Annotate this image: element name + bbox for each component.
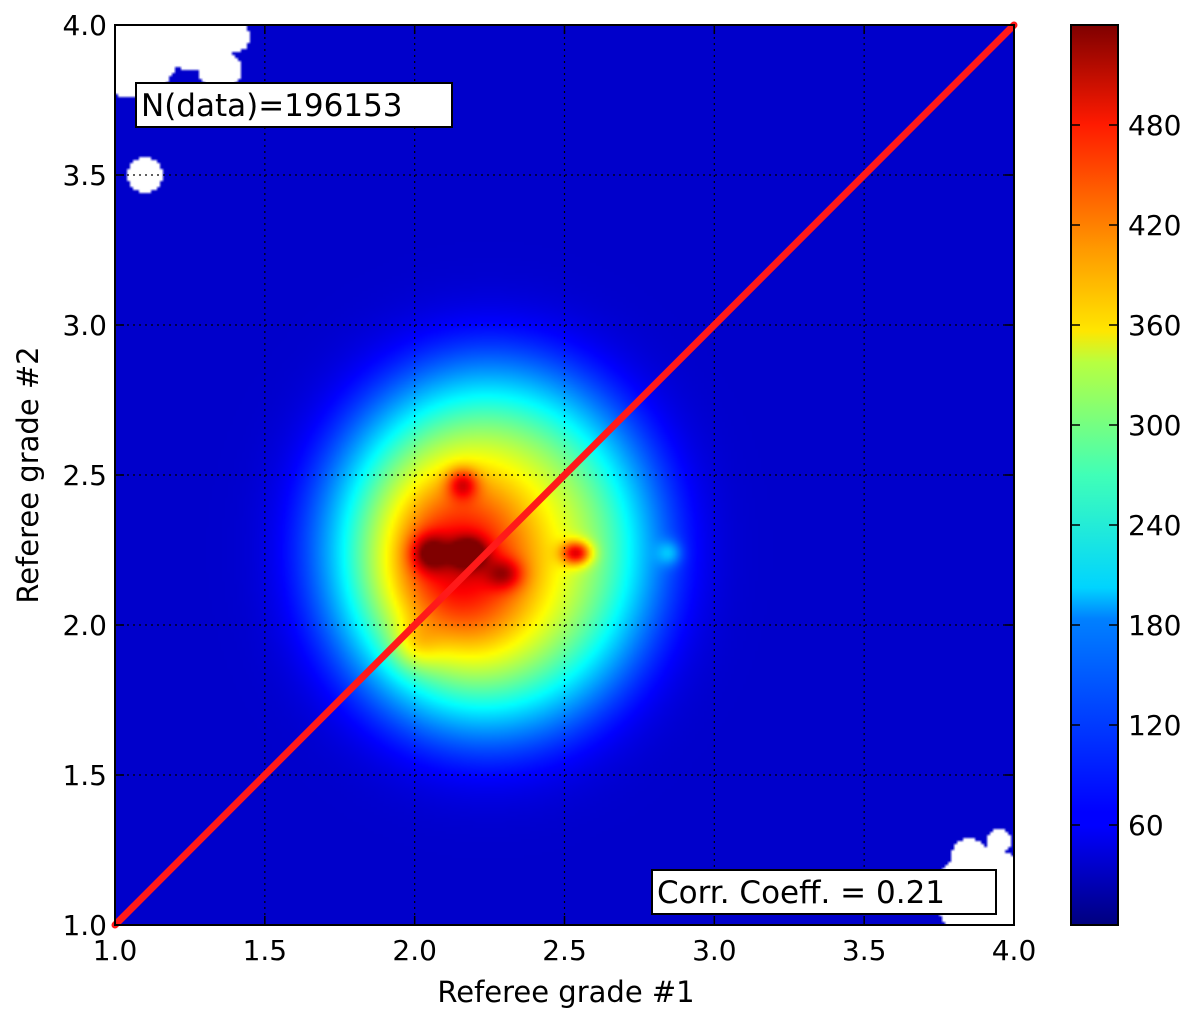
- n-data-annotation: N(data)=196153: [135, 82, 453, 128]
- n-data-box: [135, 82, 453, 128]
- n-data-text: N(data)=196153: [141, 88, 403, 124]
- colorbar-tick-label: 180: [1128, 609, 1181, 642]
- x-tick-label: 2.5: [542, 934, 587, 967]
- y-tick-label: 2.5: [62, 459, 107, 492]
- colorbar-tick-label: 300: [1128, 409, 1181, 442]
- colorbar-tick-label: 120: [1128, 709, 1181, 742]
- colorbar-tick-label: 480: [1128, 109, 1181, 142]
- corr-coeff-annotation: Corr. Coeff. = 0.21: [651, 869, 997, 915]
- y-tick-label: 1.0: [62, 909, 107, 942]
- colorbar-tick-label: 420: [1128, 209, 1181, 242]
- x-axis-label: Referee grade #1: [437, 975, 694, 1009]
- y-tick-label: 3.0: [62, 309, 107, 342]
- x-tick-label: 1.0: [93, 934, 138, 967]
- x-axis-ticks: 1.0 1.5 2.0 2.5 3.0 3.5 4.0: [93, 25, 1037, 967]
- colorbar-tick-label: 240: [1128, 509, 1181, 542]
- x-tick-label: 4.0: [992, 934, 1037, 967]
- colorbar-tick-label: 360: [1128, 309, 1181, 342]
- identity-reference-line: [111, 21, 1018, 929]
- y-axis-ticks: 1.0 1.5 2.0 2.5 3.0 3.5 4.0: [62, 9, 1014, 942]
- y-axis-label: Referee grade #2: [11, 346, 45, 603]
- corr-coeff-box: [651, 869, 997, 915]
- corr-coeff-text: Corr. Coeff. = 0.21: [657, 875, 945, 911]
- y-tick-label: 2.0: [62, 609, 107, 642]
- x-tick-label: 2.0: [392, 934, 437, 967]
- x-tick-label: 3.0: [692, 934, 737, 967]
- y-tick-label: 3.5: [62, 159, 107, 192]
- colorbar: [1070, 24, 1119, 926]
- y-tick-label: 4.0: [62, 9, 107, 42]
- colorbar-tick-label: 60: [1128, 809, 1164, 842]
- x-tick-label: 3.5: [842, 934, 887, 967]
- y-tick-label: 1.5: [62, 759, 107, 792]
- colorbar-ticks: 60 120 180 240 300 360 420 480: [1071, 109, 1181, 842]
- x-tick-label: 1.5: [243, 934, 288, 967]
